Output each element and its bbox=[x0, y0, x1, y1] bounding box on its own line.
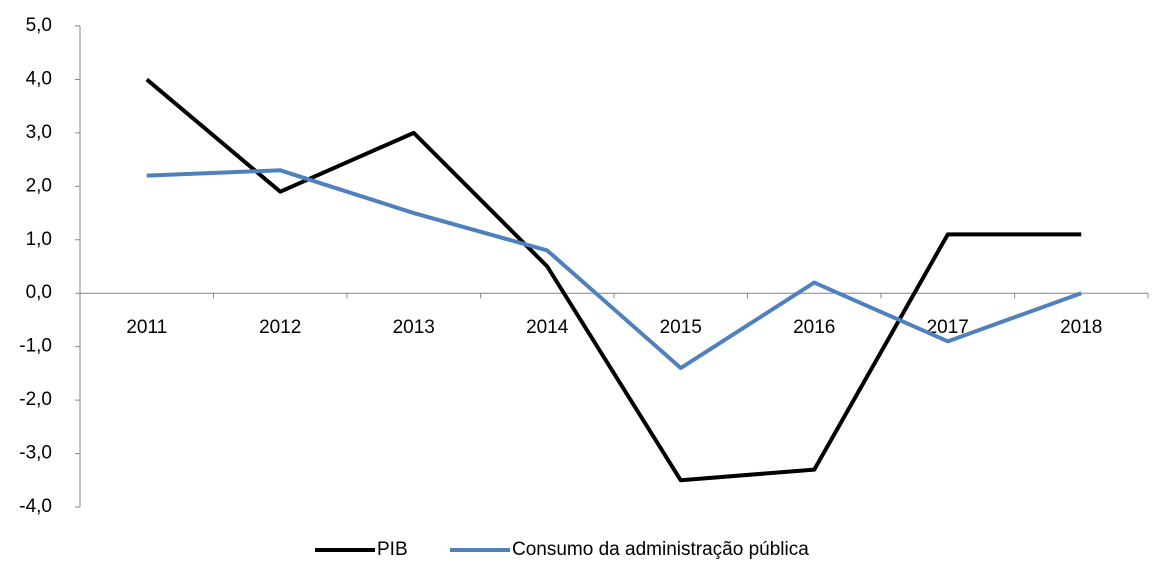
y-tick-label: 3,0 bbox=[26, 122, 52, 143]
y-tick-label: 4,0 bbox=[26, 68, 52, 89]
x-tick-label: 2013 bbox=[393, 317, 435, 338]
x-tick-label: 2018 bbox=[1060, 317, 1102, 338]
x-tick-label: 2016 bbox=[793, 317, 835, 338]
y-tick-label: -3,0 bbox=[19, 443, 52, 464]
legend-label: PIB bbox=[377, 539, 408, 560]
line-series bbox=[146, 168, 1082, 371]
y-tick-label: -1,0 bbox=[19, 336, 52, 357]
y-tick-label: 1,0 bbox=[26, 229, 52, 250]
line-series bbox=[145, 77, 1082, 483]
x-tick-label: 2015 bbox=[660, 317, 702, 338]
y-tick-label: 0,0 bbox=[26, 282, 52, 303]
x-tick-label: 2017 bbox=[927, 317, 969, 338]
y-tick-label: 5,0 bbox=[26, 15, 52, 36]
y-tick-label: -2,0 bbox=[19, 389, 52, 410]
y-tick-label: 2,0 bbox=[26, 175, 52, 196]
x-tick-label: 2014 bbox=[526, 317, 569, 338]
x-tick-label: 2011 bbox=[126, 317, 167, 338]
y-tick-label: -4,0 bbox=[19, 496, 52, 517]
x-tick-label: 2012 bbox=[259, 317, 301, 338]
legend-label: Consumo da administração pública bbox=[512, 539, 809, 560]
